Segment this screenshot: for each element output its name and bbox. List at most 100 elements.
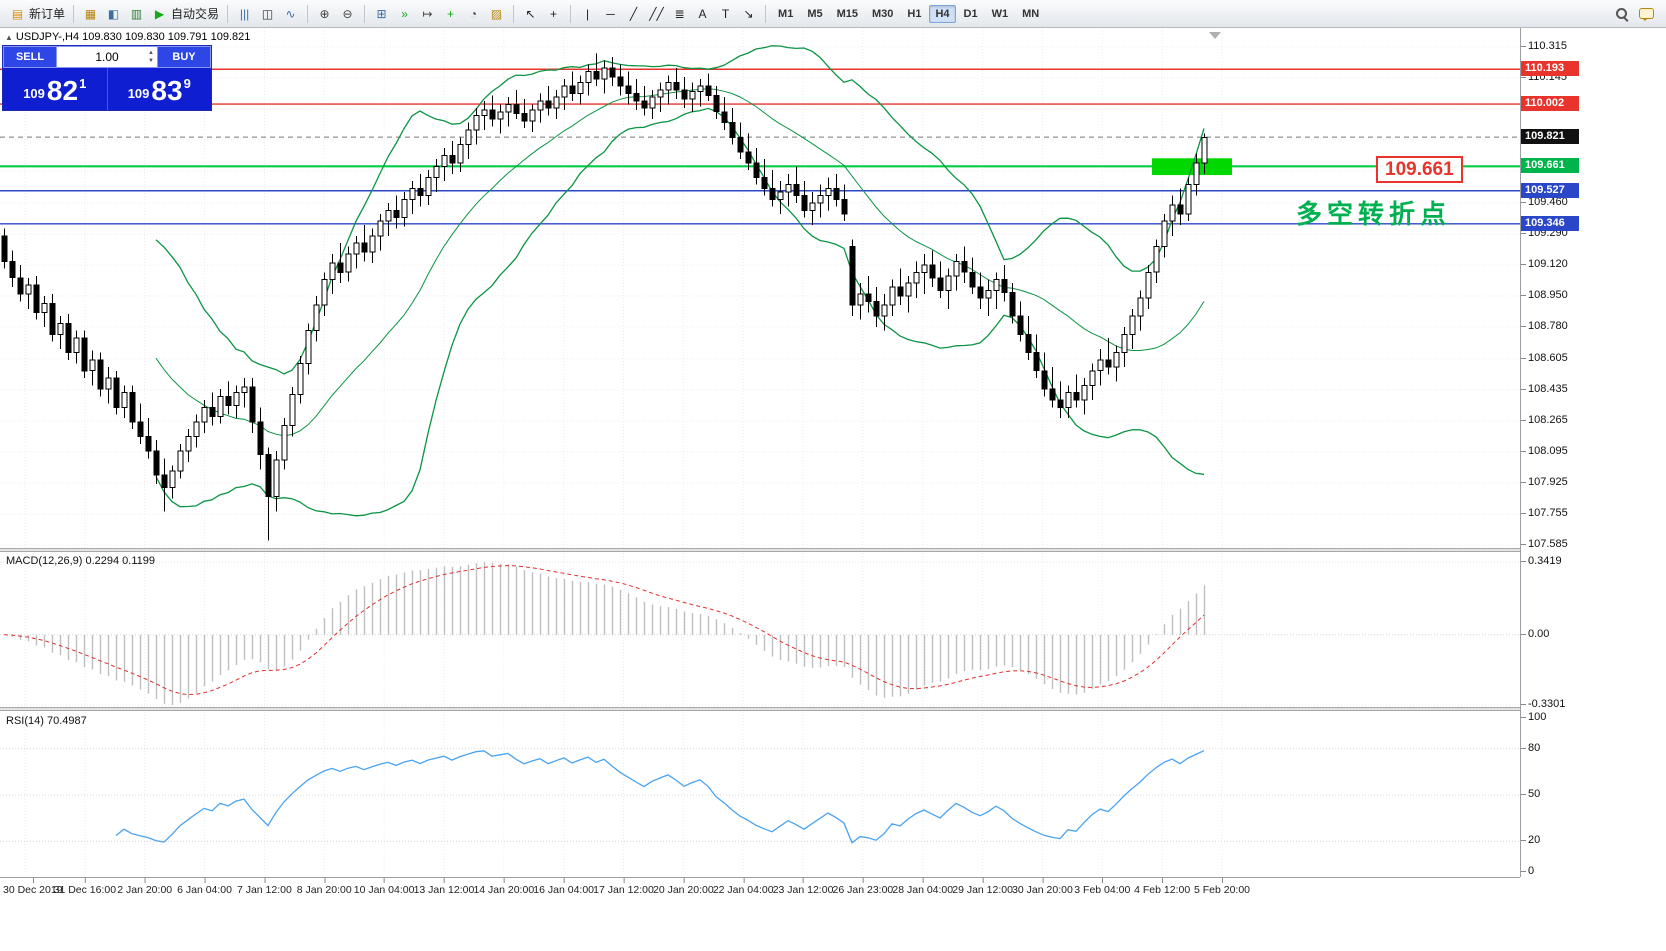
new-order-button[interactable]: ▤ 新订单 — [6, 3, 68, 24]
chart-shift-icon[interactable]: ↦ — [416, 3, 439, 24]
tf-m30-button[interactable]: M30 — [872, 7, 894, 20]
rsi-tick-label: 100 — [1520, 711, 1547, 723]
tf-h4-button[interactable]: H4 — [929, 4, 956, 23]
toolbar-separator — [227, 4, 229, 23]
tf-d1-button[interactable]: D1 — [963, 7, 978, 20]
templates-icon[interactable]: ▨ — [485, 3, 508, 24]
price-tick-label: 108.605 — [1521, 351, 1568, 364]
toolbar-separator — [364, 4, 366, 23]
sell-button[interactable]: SELL — [3, 46, 57, 68]
spin-down-icon[interactable]: ▼ — [148, 58, 154, 64]
vertical-line-icon[interactable]: | — [576, 3, 599, 24]
bar-chart-icon[interactable]: ||| — [233, 3, 256, 24]
zoom-group: ⊕ ⊖ — [313, 3, 359, 24]
volume-value: 1.00 — [95, 50, 119, 64]
text-icon[interactable]: A — [691, 3, 714, 24]
spin-up-icon[interactable]: ▲ — [148, 50, 154, 56]
time-label: 8 Jan 20:00 — [296, 878, 352, 896]
price-tick-label: 107.585 — [1521, 538, 1568, 550]
price-tick-label: 108.265 — [1521, 413, 1568, 426]
volume-input[interactable]: 1.00 ▲ ▼ — [57, 46, 157, 68]
time-axis[interactable]: 30 Dec 2019 31 Dec 16:00 2 Jan 20:00 6 Jan … — [0, 877, 1520, 951]
time-label: 31 Dec 16:00 — [53, 878, 117, 896]
autotrading-button[interactable]: ▶ 自动交易 — [148, 3, 222, 24]
time-label: 22 Jan 04:00 — [712, 878, 774, 896]
indicators-icon[interactable]: + — [439, 3, 462, 24]
line-chart-icon[interactable]: ∿ — [279, 3, 302, 24]
market-watch-icon[interactable]: ▥ — [125, 3, 148, 24]
draw-group: | ─ ╱ ╱╱ ≣ A T ↘ — [576, 3, 760, 24]
text-icon: A — [698, 6, 707, 21]
zoom-in-icon[interactable]: ⊕ — [313, 3, 336, 24]
channel-icon[interactable]: ╱╱ — [645, 3, 668, 24]
label-icon[interactable]: T — [714, 3, 737, 24]
time-label: 2 Jan 20:00 — [117, 878, 173, 896]
price-tick-label: 108.950 — [1521, 289, 1568, 301]
chart-shift-marker-icon[interactable] — [1209, 32, 1221, 39]
search-icon[interactable] — [1614, 6, 1630, 22]
rsi-label: RSI(14) 70.4987 — [6, 715, 87, 727]
indicators-icon: + — [447, 6, 455, 21]
templates-icon: ▨ — [490, 6, 503, 21]
timeframe-group: M1 M5 M15 M30 H1 H4 D1 W1 MN — [771, 4, 1046, 23]
quick-message-icon[interactable] — [1638, 7, 1654, 21]
tile-windows-icon[interactable]: ⊞ — [370, 3, 393, 24]
time-label: 30 Jan 20:00 — [1012, 878, 1073, 896]
horizontal-line-icon[interactable]: ─ — [599, 3, 622, 24]
tf-m5-button[interactable]: M5 — [807, 7, 823, 20]
tf-m1-button[interactable]: M1 — [778, 7, 794, 20]
buy-button[interactable]: BUY — [157, 46, 211, 68]
market-watch-icon: ▥ — [130, 6, 143, 21]
volume-stepper[interactable]: ▲ ▼ — [148, 49, 154, 65]
cursor-icon[interactable]: ↖ — [519, 3, 542, 24]
tf-w1-button[interactable]: W1 — [991, 7, 1009, 20]
chart-type-group: ||| ◫ ∿ — [233, 3, 302, 24]
time-label: 30 Dec 2019 — [3, 878, 63, 896]
price-level-badge: 109.527 — [1521, 182, 1579, 198]
periods-icon[interactable]: ◔ — [462, 3, 485, 24]
rsi-tick-label: 50 — [1520, 788, 1541, 800]
macd-tick-label: 0.3419 — [1521, 555, 1562, 567]
cursor-icon: ↖ — [525, 6, 536, 21]
periods-icon: ◔ — [469, 6, 478, 21]
profiles-icon[interactable]: ◧ — [102, 3, 125, 24]
price-level-badge: 109.821 — [1521, 129, 1579, 145]
arrows-icon[interactable]: ↘ — [737, 3, 760, 24]
line-chart-icon: ∿ — [285, 6, 296, 21]
zoom-out-icon[interactable]: ⊖ — [336, 3, 359, 24]
rsi-tick-label: 0 — [1520, 865, 1535, 877]
collapse-arrow-icon[interactable]: ▲ — [5, 33, 13, 42]
tf-m15-button[interactable]: M15 — [836, 7, 858, 20]
candlestick-chart-icon[interactable]: ◫ — [256, 3, 279, 24]
macd-tick-label: 0.00 — [1520, 627, 1550, 640]
fibonacci-icon[interactable]: ≣ — [668, 3, 691, 24]
trendline-icon: ╱ — [629, 6, 638, 21]
app-toolbar: ▤ 新订单 ▦ ◧ ▥ ▶ 自动交易 ||| ◫ ∿ ⊕ ⊖ ⊞» ↦ + ◔ ▨ ↖ + | ─ ╱ ╱╱ ≣ A T ↘ M1 M5… — [0, 0, 1666, 28]
price-level-badge: 110.002 — [1521, 96, 1579, 112]
new-order-button: ▤ — [11, 6, 24, 21]
macd-tick-label: -0.3301 — [1520, 698, 1566, 710]
price-axis[interactable]: 110.315110.145109.975109.805109.635109.4… — [1520, 28, 1666, 877]
crosshair-icon[interactable]: + — [542, 3, 565, 24]
tf-h1-button[interactable]: H1 — [907, 7, 922, 20]
profiles-icon: ◧ — [107, 6, 120, 21]
auto-scroll-icon[interactable]: » — [393, 3, 416, 24]
window-tools-group: ⊞ » ↦ + ◔ ▨ — [370, 3, 508, 24]
macd-label: MACD(12,26,9) 0.2294 0.1199 — [6, 555, 155, 567]
tf-mn-button[interactable]: MN — [1022, 7, 1040, 20]
zoom-in-icon: ⊕ — [319, 6, 330, 21]
new-order-button-label: 新订单 — [29, 7, 66, 21]
zoom-out-icon: ⊖ — [342, 6, 353, 21]
time-label: 28 Jan 04:00 — [892, 878, 954, 896]
bid-price: 109 82 1 — [23, 75, 87, 106]
rsi-tick-label: 80 — [1520, 741, 1541, 754]
time-label: 7 Jan 12:00 — [236, 878, 292, 896]
chart-canvas[interactable] — [0, 28, 1520, 877]
chart-shift-icon: ↦ — [422, 6, 433, 21]
trendline-icon[interactable]: ╱ — [622, 3, 645, 24]
rsi-tick-label: 20 — [1520, 834, 1541, 847]
time-label: 5 Feb 20:00 — [1193, 878, 1251, 896]
chart-window[interactable]: ▲ USDJPY-,H4 109.830 109.830 109.791 109.… — [0, 28, 1520, 877]
charts-grid-icon[interactable]: ▦ — [79, 3, 102, 24]
